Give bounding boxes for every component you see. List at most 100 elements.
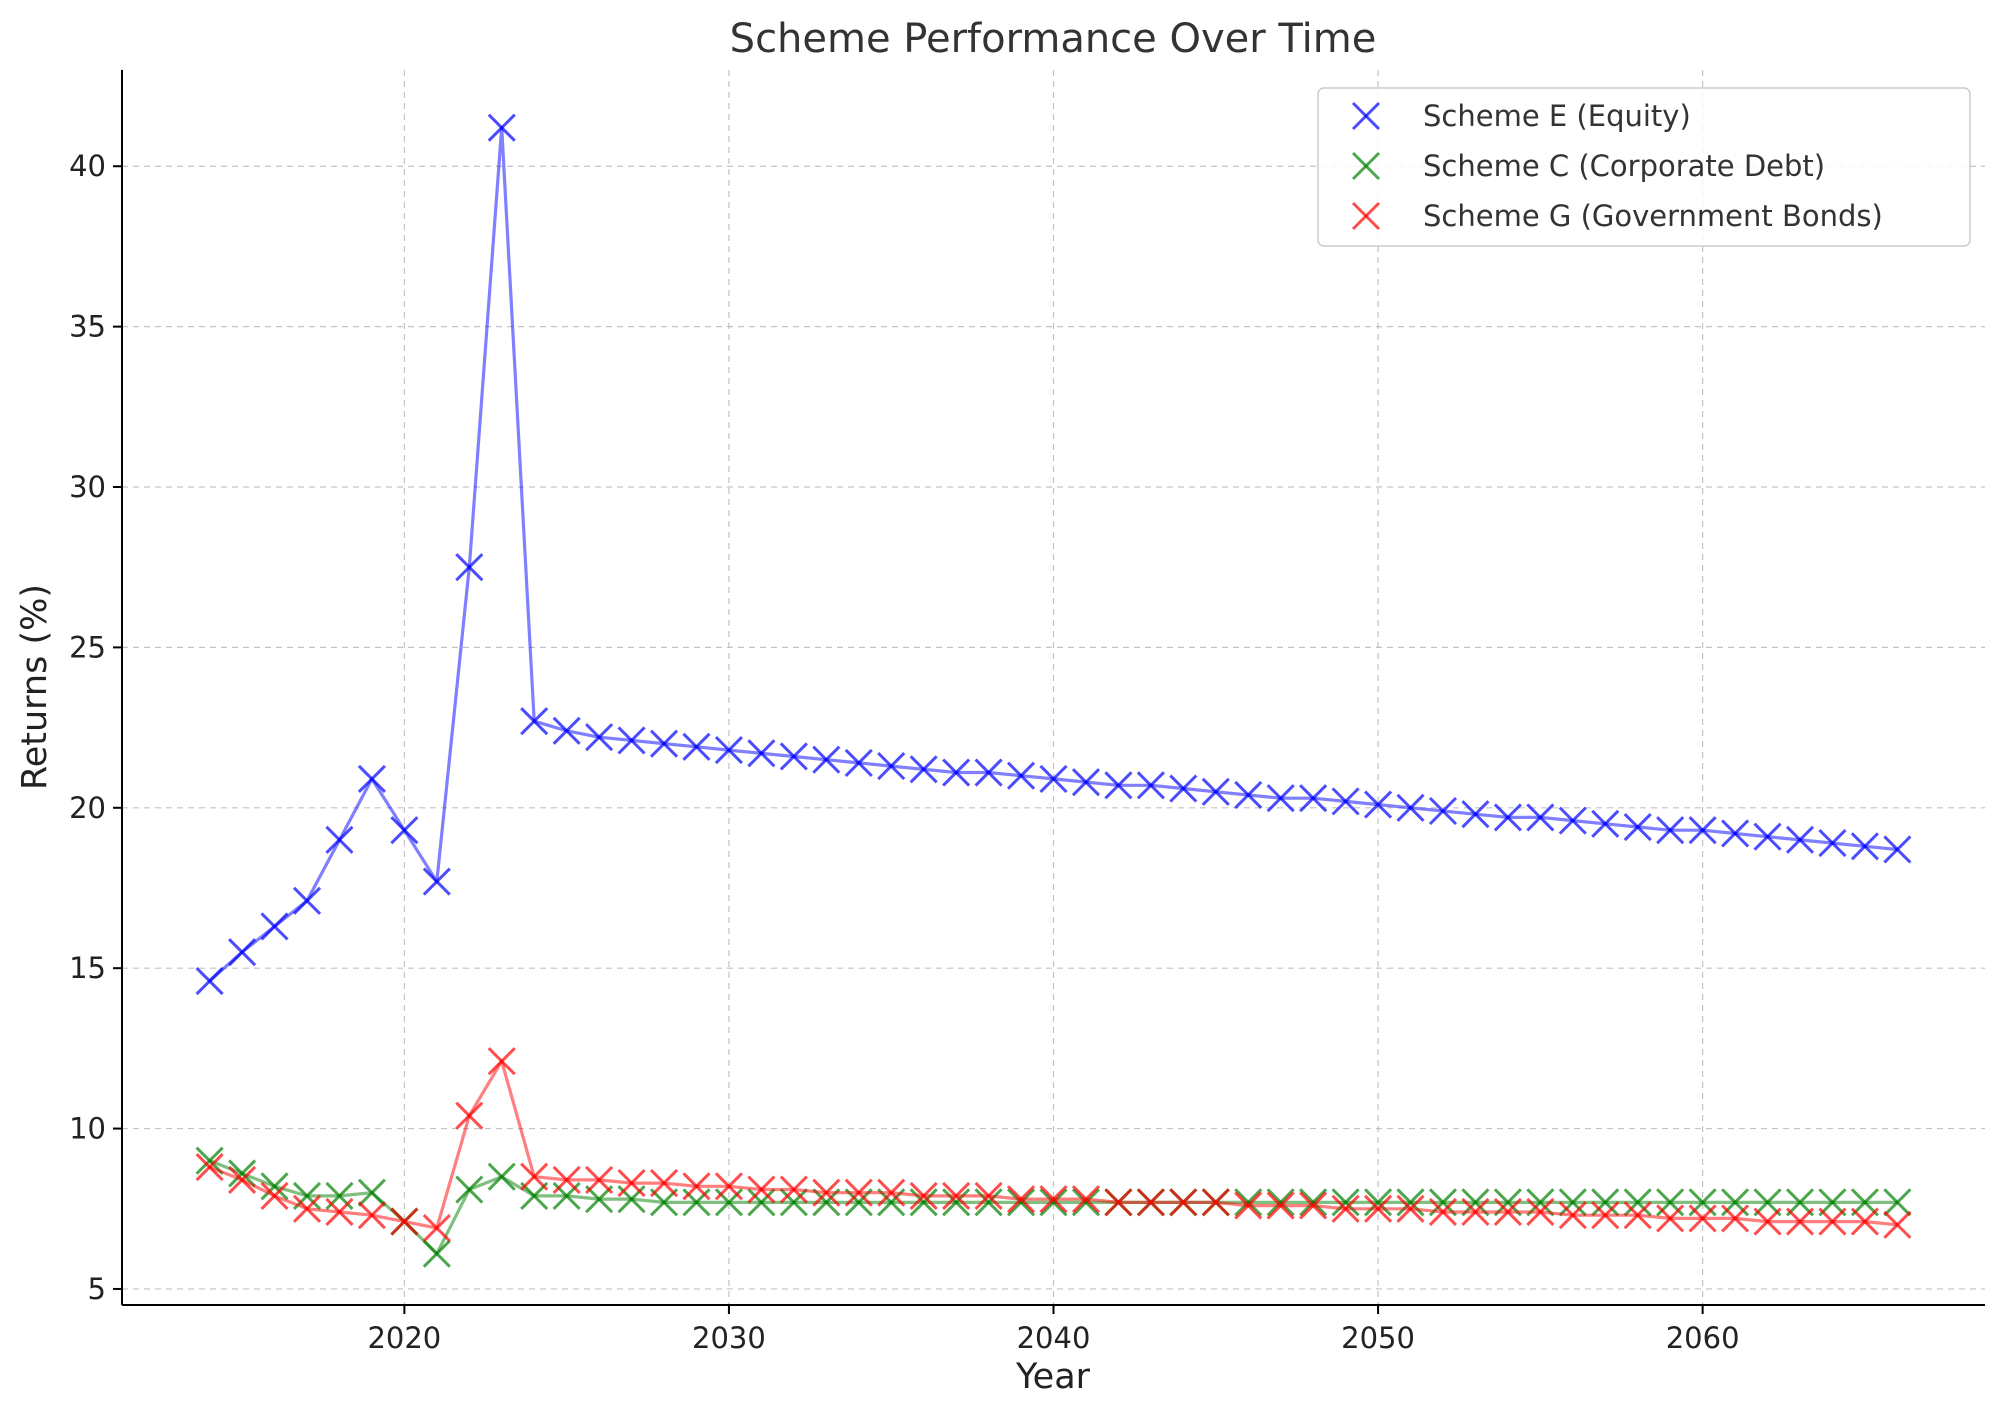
plot-series [195, 113, 1912, 1268]
chart-title: Scheme Performance Over Time [730, 16, 1377, 62]
y-tick-label: 35 [69, 310, 106, 344]
data-point-marker [1818, 829, 1847, 858]
data-point-marker [1201, 1188, 1230, 1217]
data-point-marker [844, 1178, 873, 1207]
data-point-marker [1526, 803, 1555, 832]
data-point-marker [1396, 1194, 1425, 1223]
y-tick-label: 10 [69, 1112, 106, 1146]
y-tick-label: 15 [69, 951, 106, 985]
y-tick-label: 5 [88, 1272, 106, 1306]
data-point-marker [1071, 768, 1101, 797]
data-point-marker [357, 1201, 386, 1230]
data-point-marker [487, 113, 516, 142]
data-point-marker [1331, 1194, 1360, 1223]
data-point-marker [1104, 771, 1133, 800]
data-point-marker [1850, 1207, 1879, 1236]
data-point-marker [1364, 1194, 1393, 1223]
legend-item[interactable]: Scheme E (Equity) [1351, 99, 1691, 133]
data-point-marker [1591, 1188, 1620, 1217]
ticks: 2020 2030 2040 2050 2060 5 10 15 20 25 30 35 40 [69, 149, 1739, 1355]
x-tick-label: 2050 [1341, 1321, 1415, 1355]
data-point-marker [1234, 1188, 1263, 1217]
data-point-marker [1656, 816, 1685, 845]
legend-label: Scheme C (Corporate Debt) [1423, 149, 1825, 183]
series-0 [195, 113, 1912, 996]
data-point-marker [1428, 1197, 1458, 1227]
data-point-marker [325, 825, 354, 854]
data-point-marker [228, 1159, 257, 1188]
data-point-marker [357, 764, 386, 793]
y-tick-label: 20 [69, 791, 106, 825]
legend[interactable]: Scheme E (Equity) Scheme C (Corporate Deb… [1317, 87, 1971, 247]
data-point-marker [1883, 1188, 1912, 1217]
data-point-marker [1169, 774, 1198, 803]
data-point-marker [422, 1239, 451, 1268]
data-point-marker [292, 886, 322, 915]
data-point-marker [747, 739, 776, 768]
data-point-marker [1623, 812, 1652, 842]
legend-box [1317, 87, 1971, 247]
data-point-marker [1364, 1188, 1393, 1217]
data-point-marker [1136, 771, 1165, 800]
legend-item[interactable]: Scheme G (Government Bonds) [1351, 199, 1883, 233]
data-point-marker [1591, 809, 1620, 838]
x-tick-label: 2030 [692, 1321, 766, 1355]
data-point-marker [1688, 1204, 1717, 1233]
data-point-marker [942, 758, 971, 787]
data-point-marker [1039, 1185, 1068, 1214]
data-point-marker [974, 758, 1003, 787]
data-point-marker [1006, 1185, 1036, 1214]
data-point-marker [1558, 1201, 1587, 1230]
data-point-marker [617, 726, 646, 755]
data-point-marker [1753, 1207, 1782, 1236]
data-point-marker [779, 1175, 808, 1204]
data-point-marker [747, 1175, 776, 1204]
data-point-marker [1526, 1197, 1555, 1227]
data-point-marker [520, 707, 549, 736]
data-point-marker [552, 1165, 581, 1194]
data-point-marker [1461, 1197, 1490, 1227]
data-point-marker [520, 1162, 549, 1191]
data-point-marker [1785, 825, 1815, 854]
data-point-marker [942, 1188, 971, 1217]
data-point-marker [487, 1162, 516, 1191]
data-point-marker [1688, 816, 1717, 845]
data-point-marker [1818, 1207, 1847, 1236]
data-point-marker [228, 1165, 257, 1194]
data-point-marker [260, 1181, 289, 1210]
legend-item[interactable]: Scheme C (Corporate Debt) [1351, 149, 1825, 183]
data-point-marker [1266, 1191, 1295, 1220]
data-point-marker [747, 1188, 776, 1217]
legend-x-marker [1351, 101, 1381, 131]
data-point-marker [1591, 1201, 1620, 1230]
data-point-marker [649, 729, 679, 758]
y-axis-title: Returns (%) [15, 584, 55, 790]
data-point-marker [779, 1188, 808, 1217]
data-point-marker [357, 1178, 386, 1207]
data-point-marker [1331, 1188, 1360, 1217]
data-point-marker [942, 1181, 971, 1210]
data-point-marker [228, 938, 257, 967]
data-point-marker [1623, 1201, 1652, 1230]
data-point-marker [325, 1197, 354, 1227]
data-point-marker [1656, 1204, 1685, 1233]
data-point-marker [292, 1194, 322, 1223]
data-point-marker [585, 723, 614, 752]
data-point-marker [682, 1172, 711, 1201]
data-point-marker [195, 1153, 224, 1182]
y-tick-label: 30 [69, 470, 106, 504]
data-point-marker [1169, 1188, 1198, 1217]
data-point-marker [1883, 1210, 1912, 1239]
data-point-marker [1266, 784, 1295, 813]
data-point-marker [649, 1169, 679, 1198]
data-point-marker [422, 1213, 451, 1243]
data-point-marker [260, 912, 289, 941]
data-point-marker [1753, 822, 1782, 851]
data-point-marker [1721, 1204, 1750, 1233]
data-point-marker [682, 732, 711, 761]
data-point-marker [1266, 1188, 1295, 1217]
data-point-marker [390, 816, 419, 845]
data-point-marker [714, 735, 743, 765]
